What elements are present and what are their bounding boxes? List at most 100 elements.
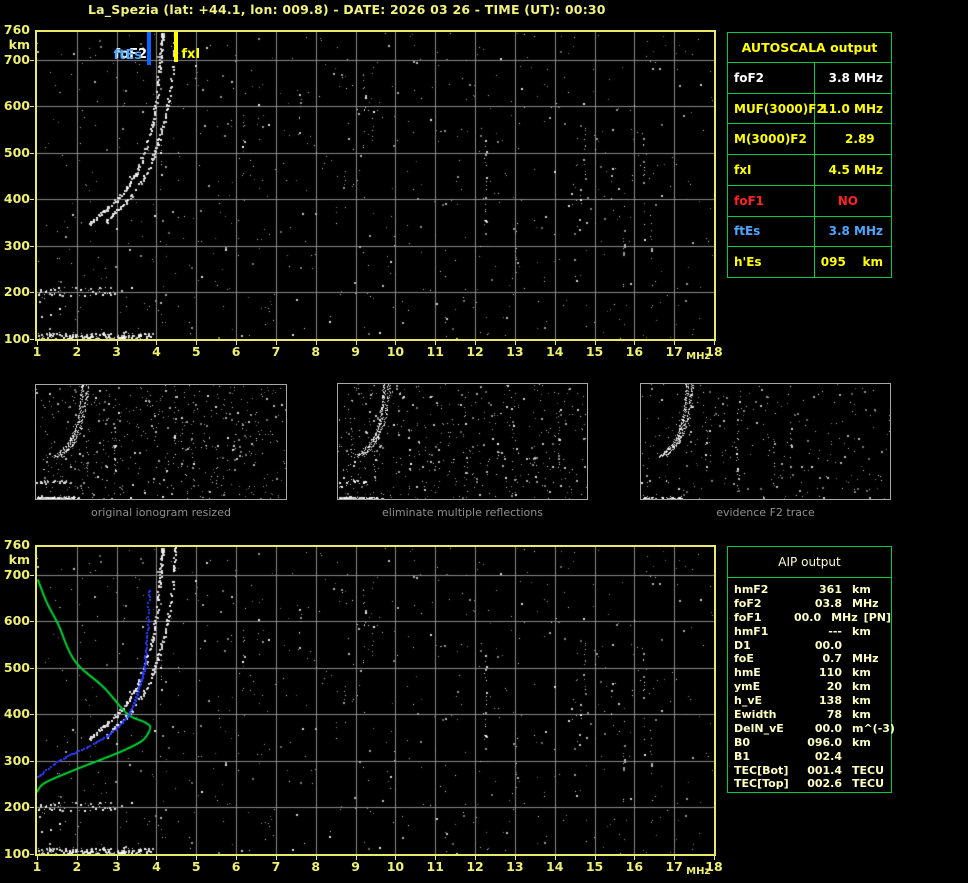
aip-row-value: 02.4 — [814, 749, 842, 763]
autoscala-row-label: foF2 — [728, 63, 815, 93]
thumbnail-eliminate-canvas — [338, 384, 587, 499]
aip-row-tectop: TEC[Top] 002.6 TECU — [734, 777, 891, 791]
caption-evidence-f2: evidence F2 trace — [716, 506, 815, 519]
autoscala-row-value: 3.8 MHz — [828, 70, 883, 85]
aip-row-value: 002.6 — [807, 777, 842, 791]
x-axis-unit-label: MHz — [686, 351, 711, 362]
x-tick-mark — [355, 856, 357, 860]
aip-row-yme: ymE 20 km — [734, 680, 891, 694]
aip-row-value: 20 — [826, 680, 842, 694]
y-axis-unit-label: km — [8, 37, 30, 52]
y-tick-mark — [30, 667, 34, 669]
autoscala-row-label: foF1 — [728, 185, 815, 216]
y-tick-mark — [30, 574, 34, 576]
x-tick-label: 10 — [386, 859, 405, 874]
thumbnail-evidence-f2 — [640, 383, 891, 500]
y-tick-label: 200 — [3, 799, 30, 815]
x-tick-mark — [156, 341, 158, 345]
x-tick-mark — [634, 341, 636, 345]
x-tick-mark — [315, 856, 317, 860]
y-tick-mark — [30, 621, 34, 623]
autoscala-row-label: M(3000)F2 — [728, 124, 815, 155]
x-tick-mark — [395, 341, 397, 345]
x-tick-mark — [236, 856, 238, 860]
main-ionogram-plot — [35, 30, 716, 341]
aip-row-label: TEC[Top] — [734, 777, 789, 791]
x-tick-mark — [674, 856, 676, 860]
x-tick-label: 10 — [386, 344, 405, 359]
autoscala-row-label: ftEs — [728, 216, 815, 247]
aip-row-label: hmF1 — [734, 624, 769, 638]
x-tick-mark — [275, 856, 277, 860]
aip-row-value: 361 — [819, 583, 842, 596]
x-tick-label: 8 — [311, 344, 321, 359]
x-tick-mark — [196, 341, 198, 345]
x-tick-label: 11 — [426, 344, 444, 359]
x-tick-label: 12 — [466, 859, 484, 874]
x-tick-mark — [554, 856, 556, 860]
x-tick-mark — [634, 856, 636, 860]
aip-row-unit: m^(-3) — [852, 721, 895, 735]
y-tick-mark — [30, 199, 34, 201]
x-tick-mark — [514, 856, 516, 860]
window-title: La_Spezia (lat: +44.1, lon: 009.8) - DAT… — [88, 2, 606, 17]
x-tick-mark — [275, 341, 277, 345]
aip-table-title: AIP output — [728, 547, 891, 578]
y-tick-label: 300 — [3, 237, 30, 253]
y-tick-label: 300 — [3, 752, 30, 768]
x-axis-unit-label: MHz — [686, 866, 711, 877]
aip-row-unit: km — [852, 680, 871, 694]
x-tick-label: 6 — [231, 344, 241, 359]
thumbnail-original-canvas — [36, 385, 286, 499]
y-tick-mark — [30, 854, 34, 855]
autoscala-row-hes: h'Es 095 km — [728, 247, 891, 278]
x-tick-mark — [674, 341, 676, 345]
aip-row-tecbot: TEC[Bot] 001.4 TECU — [734, 764, 891, 778]
y-axis-top-label: 760 — [3, 537, 30, 552]
fof2-marker-label: foF2 — [114, 47, 148, 62]
x-tick-label: 13 — [506, 344, 524, 359]
x-tick-mark — [355, 341, 357, 345]
x-tick-mark — [116, 856, 118, 860]
autoscala-row-value: 4.5 MHz — [828, 163, 883, 178]
fxi-marker-label: fxI — [181, 47, 201, 62]
aip-row-unit: km — [852, 666, 871, 680]
x-tick-mark — [475, 856, 477, 860]
aip-row-label: hmE — [734, 666, 761, 680]
y-tick-label: 200 — [3, 284, 30, 300]
aip-row-label: Ewidth — [734, 708, 777, 722]
x-tick-mark — [37, 856, 38, 860]
aip-row-delnve: DelN_vE 00.0 m^(-3) — [734, 721, 895, 736]
y-tick-label: 400 — [3, 191, 30, 207]
aip-row-unit: km — [852, 708, 871, 722]
x-tick-mark — [554, 341, 556, 345]
aip-row-label: foF1 — [734, 610, 762, 624]
x-tick-mark — [76, 341, 78, 345]
y-tick-mark — [30, 245, 34, 247]
aip-row-fof1: foF1 00.0 MHz [PN] — [734, 611, 891, 625]
thumbnail-original-ionogram — [35, 384, 287, 500]
thumbnail-eliminate-reflections — [337, 383, 588, 500]
autoscala-row-label: MUF(3000)F2 — [728, 93, 825, 124]
aip-row-unit — [842, 750, 880, 764]
aip-row-b1: B1 02.4 — [734, 750, 891, 764]
aip-row-label: D1 — [734, 638, 751, 652]
y-tick-mark — [30, 807, 34, 809]
x-tick-label: 8 — [311, 859, 321, 874]
x-tick-label: 5 — [191, 344, 201, 359]
aip-row-value: 00.0 — [793, 610, 822, 624]
x-tick-label: 3 — [112, 859, 121, 874]
autoscala-row-fof2: foF2 3.8 MHz — [728, 63, 891, 94]
x-tick-label: 18 — [705, 859, 723, 874]
x-tick-label: 6 — [231, 859, 241, 874]
y-axis-unit-label: km — [8, 552, 30, 567]
y-axis-top-label: 760 — [3, 22, 30, 37]
aip-row-hve: h_vE 138 km — [734, 694, 891, 708]
autoscala-row-label: h'Es — [728, 247, 815, 278]
y-tick-label: 100 — [3, 846, 30, 861]
aip-table-rows: hmF2 361 km foF2 03.8 MHz foF1 00.0 MHz [PN] hmF1-… — [728, 578, 895, 791]
x-tick-label: 15 — [585, 344, 604, 359]
y-tick-label: 600 — [3, 613, 30, 629]
x-tick-label: 18 — [705, 344, 723, 359]
